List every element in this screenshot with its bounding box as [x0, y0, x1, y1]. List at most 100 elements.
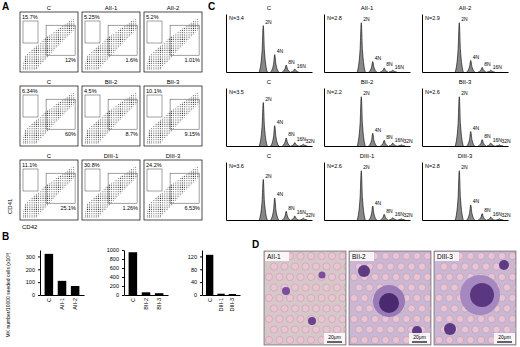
axis-line — [226, 163, 227, 221]
tick-label: 0 — [116, 292, 119, 298]
cell — [323, 326, 330, 333]
cell — [382, 336, 389, 343]
flow-plot: DIII-130.8%1.26% — [82, 153, 140, 220]
cell — [339, 273, 346, 280]
scale-label: 20μm — [413, 334, 426, 340]
plot-title: AII-1 — [361, 5, 374, 11]
plot-frame — [20, 12, 78, 72]
label-box — [265, 252, 289, 261]
histogram: 2N4N8N16NAII-1N=2.8 — [325, 5, 411, 73]
peak — [357, 171, 365, 220]
cell — [424, 315, 431, 322]
plot-title: DIII-3 — [458, 153, 473, 159]
cell — [446, 294, 453, 301]
y-axis — [226, 163, 227, 221]
gate-label: 6.53% — [184, 205, 200, 211]
gate-label: 12% — [65, 57, 76, 63]
tick-mark — [122, 259, 124, 260]
cell — [392, 336, 399, 343]
cell — [323, 305, 330, 312]
tick-mark — [38, 269, 40, 270]
image-frame — [434, 251, 516, 345]
peak-label: 32N — [305, 212, 315, 218]
tick: 40 — [191, 279, 202, 285]
tick: 600 — [110, 265, 124, 271]
peak — [259, 26, 267, 72]
cell — [276, 294, 283, 301]
axis-line — [41, 295, 85, 296]
tick-mark — [122, 286, 124, 287]
cell — [440, 305, 447, 312]
x-axis: CAII-1AII-2 — [41, 296, 85, 310]
tick-label: C — [46, 298, 52, 302]
tick-label: DIII-1 — [218, 298, 224, 311]
cell — [397, 326, 404, 333]
peak — [380, 140, 388, 146]
cell — [371, 315, 378, 322]
event-cloud — [22, 18, 76, 70]
tick-label: AII-1 — [59, 298, 65, 310]
peak — [299, 218, 307, 220]
x-axis — [423, 146, 509, 147]
cell — [488, 315, 495, 322]
cell — [509, 315, 516, 322]
cell — [429, 284, 431, 291]
cell — [291, 284, 298, 291]
image-label: BII-2 — [352, 253, 366, 260]
tick: 800 — [110, 256, 124, 262]
cell — [333, 263, 340, 270]
axis-line — [227, 220, 313, 221]
cell — [350, 294, 357, 301]
plot-frame — [144, 86, 202, 146]
tick-label: 1000 — [107, 247, 119, 253]
gate — [85, 21, 100, 43]
cell — [319, 272, 326, 279]
plot-title: DIII-1 — [360, 153, 375, 159]
cell — [328, 273, 335, 280]
bar — [129, 252, 138, 295]
tick: 120 — [188, 254, 202, 260]
histogram: 2N4N8N16N32NCN=3.6 — [227, 153, 315, 221]
peak-label: 16N — [493, 64, 503, 70]
tick-label: BII-2 — [143, 298, 149, 310]
axis-line — [226, 89, 227, 147]
label-box — [435, 252, 459, 261]
plot-title: AII-1 — [105, 5, 118, 11]
label-box — [324, 333, 345, 344]
cell — [403, 315, 410, 322]
x-axis — [423, 220, 509, 221]
peak — [487, 217, 495, 220]
gate — [147, 169, 162, 191]
cell — [397, 263, 404, 270]
panel-letter: A — [2, 1, 9, 12]
gate — [23, 21, 38, 43]
tick-label: C — [207, 298, 213, 302]
peak — [389, 70, 397, 72]
peak — [271, 126, 279, 146]
axis-line — [40, 251, 41, 296]
x-axis — [227, 220, 313, 221]
cell — [297, 336, 304, 343]
tick-label: 200 — [26, 267, 35, 273]
cell — [339, 252, 346, 259]
cell — [413, 315, 420, 322]
plot-title: C — [47, 5, 52, 11]
peak — [478, 140, 486, 146]
plot-title: BII-2 — [361, 79, 374, 85]
peak — [389, 143, 397, 146]
cell — [361, 336, 368, 343]
plot-title: C — [267, 5, 272, 11]
cell — [265, 294, 272, 301]
tick-label: 300 — [26, 254, 35, 260]
cell — [509, 252, 516, 259]
peak — [467, 60, 475, 72]
cell — [456, 273, 463, 280]
mean-ploidy: N=2.6 — [327, 163, 342, 169]
event-cloud — [146, 166, 200, 218]
cells — [435, 252, 516, 343]
cell — [514, 284, 516, 291]
tick-label: 0 — [194, 292, 197, 298]
mean-ploidy: N=3.4 — [229, 15, 244, 21]
cell — [308, 317, 316, 325]
y-axis: 02004006008001000 — [107, 247, 125, 298]
